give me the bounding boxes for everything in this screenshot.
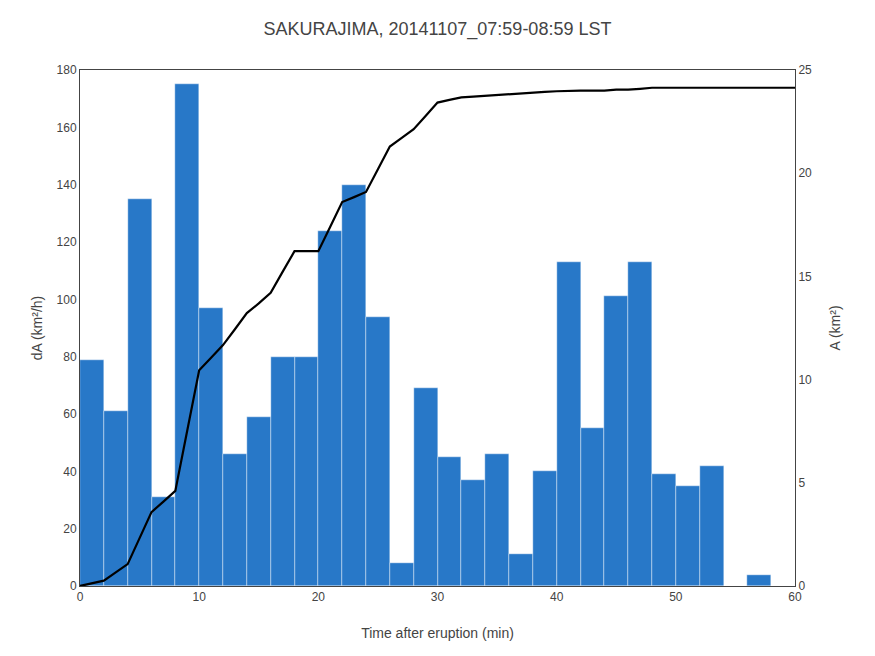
svg-text:10: 10 — [798, 373, 812, 387]
svg-text:100: 100 — [57, 293, 77, 307]
svg-text:60: 60 — [63, 407, 77, 421]
svg-text:50: 50 — [669, 590, 683, 604]
svg-text:80: 80 — [63, 350, 77, 364]
svg-text:40: 40 — [63, 465, 77, 479]
svg-text:SAKURAJIMA, 20141107_07:59-08:: SAKURAJIMA, 20141107_07:59-08:59 LST — [264, 19, 612, 40]
svg-text:30: 30 — [431, 590, 445, 604]
svg-text:20: 20 — [798, 166, 812, 180]
svg-text:180: 180 — [57, 63, 77, 77]
svg-text:25: 25 — [798, 63, 812, 77]
svg-text:120: 120 — [57, 235, 77, 249]
svg-text:10: 10 — [192, 590, 206, 604]
svg-text:A (km²): A (km²) — [827, 305, 843, 350]
svg-text:0: 0 — [798, 579, 805, 593]
svg-text:5: 5 — [798, 476, 805, 490]
svg-text:40: 40 — [550, 590, 564, 604]
svg-text:Time after eruption (min): Time after eruption (min) — [361, 625, 514, 641]
svg-text:0: 0 — [77, 590, 84, 604]
svg-text:160: 160 — [57, 121, 77, 135]
svg-text:20: 20 — [312, 590, 326, 604]
svg-text:0: 0 — [70, 579, 77, 593]
svg-text:dA (km²/h): dA (km²/h) — [29, 296, 45, 361]
svg-text:20: 20 — [63, 522, 77, 536]
svg-text:15: 15 — [798, 270, 812, 284]
svg-text:60: 60 — [788, 590, 802, 604]
svg-text:140: 140 — [57, 178, 77, 192]
